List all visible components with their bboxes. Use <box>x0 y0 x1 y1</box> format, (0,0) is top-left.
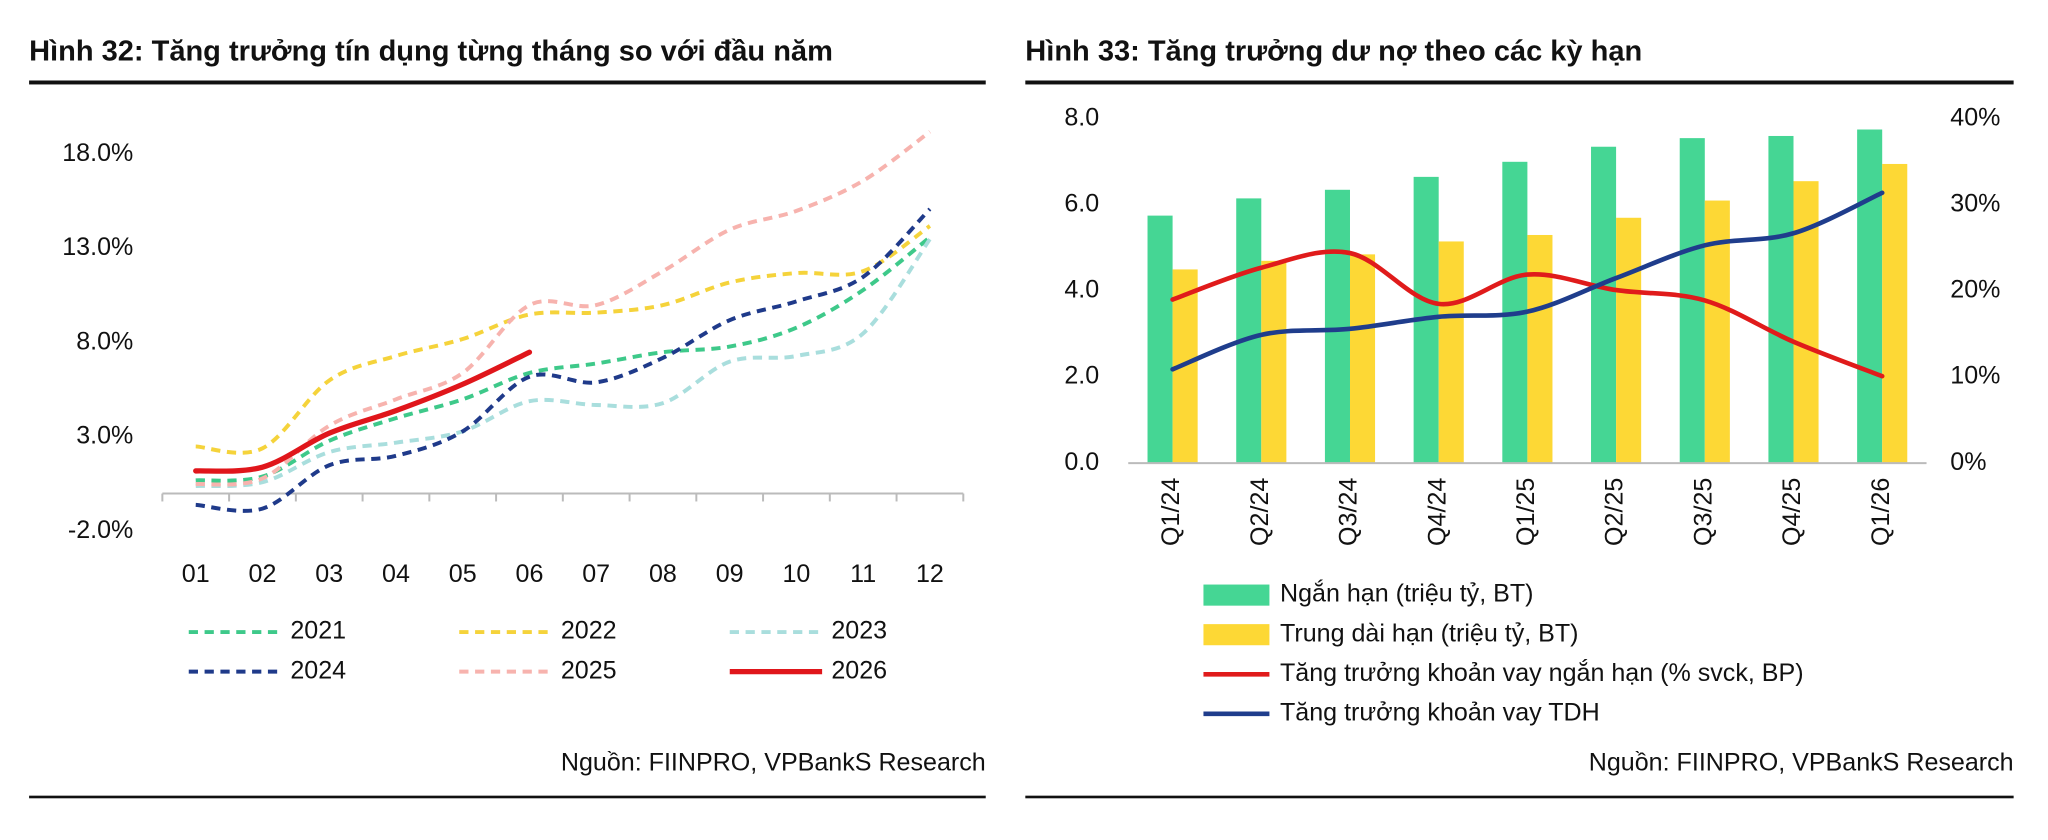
line-series <box>195 130 932 487</box>
title-rule <box>29 80 986 85</box>
y-tick-label: 13.0% <box>62 233 133 261</box>
bar <box>1236 198 1262 464</box>
x-tick-label: Q4/25 <box>1778 478 1806 546</box>
x-tick-label: 04 <box>382 560 410 588</box>
x-tick-label: Q1/24 <box>1157 478 1185 546</box>
x-tick-label: 05 <box>449 560 477 588</box>
x-tick-label: Q4/24 <box>1423 478 1451 546</box>
y2-tick-label: 10% <box>1950 362 2000 390</box>
y-tick-label: 0.0 <box>1064 448 1099 476</box>
y-tick-label: 8.0 <box>1064 103 1099 131</box>
bar <box>1324 189 1350 464</box>
x-tick-label: Q2/25 <box>1601 478 1629 546</box>
x-tick-label: Q2/24 <box>1246 478 1274 546</box>
x-tick-label: 01 <box>182 560 210 588</box>
line-series <box>193 349 533 474</box>
x-tick-label: Q3/25 <box>1689 478 1717 546</box>
legend-swatch <box>1203 624 1270 646</box>
legend-label: 2023 <box>831 617 887 645</box>
bar <box>1882 163 1908 464</box>
legend-label: 2026 <box>831 656 887 684</box>
legend-label: Tăng trưởng khoản vay TDH <box>1280 698 1600 726</box>
source: Nguồn: FIINPRO, VPBankS Research <box>1589 749 2014 777</box>
legend-label: Ngắn hạn (triệu tỷ, BT) <box>1280 579 1534 608</box>
y-tick-label: 6.0 <box>1064 189 1099 217</box>
x-tick-label: 02 <box>249 560 277 588</box>
y-tick-label: 8.0% <box>76 327 133 355</box>
x-tick-label: 07 <box>582 560 610 588</box>
legend-label: 2025 <box>561 656 617 684</box>
legend-label: Trung dài hạn (triệu tỷ, BT) <box>1280 619 1579 647</box>
bar <box>1857 129 1883 464</box>
legend-swatch <box>1203 584 1270 606</box>
chart-title: Hình 33: Tăng trưởng dư nợ theo các kỳ h… <box>1025 35 1642 67</box>
legend-label: 2022 <box>561 617 617 645</box>
bar <box>1349 254 1376 464</box>
line-series <box>195 224 932 455</box>
line-series <box>1170 190 1885 372</box>
title-rule <box>1025 80 2014 85</box>
y-tick-label: 3.0% <box>76 422 133 450</box>
bar <box>1438 241 1464 464</box>
bar <box>1591 146 1617 464</box>
x-tick-label: 11 <box>850 560 876 588</box>
bar <box>1616 217 1642 464</box>
bottom-rule <box>1025 795 2014 799</box>
line-series <box>195 207 932 513</box>
line-series <box>195 237 932 489</box>
x-tick-label: 10 <box>782 560 810 588</box>
y2-tick-label: 40% <box>1950 103 2000 131</box>
bar <box>1261 260 1287 464</box>
x-tick-label: 06 <box>516 560 544 588</box>
y-tick-label: 18.0% <box>62 139 133 167</box>
x-tick-label: Q1/26 <box>1867 478 1895 546</box>
bar <box>1768 135 1794 464</box>
source: Nguồn: FIINPRO, VPBankS Research <box>561 749 986 777</box>
legend-label: 2024 <box>290 656 346 684</box>
line-series <box>1170 249 1885 379</box>
y2-tick-label: 30% <box>1950 189 2000 217</box>
y2-tick-label: 20% <box>1950 276 2000 304</box>
legend-label: Tăng trưởng khoản vay ngắn hạn (% svck, … <box>1280 658 1804 687</box>
y-tick-label: 2.0 <box>1064 362 1099 390</box>
x-tick-label: 03 <box>315 560 343 588</box>
x-tick-label: 09 <box>716 560 744 588</box>
legend-label: 2021 <box>290 617 346 645</box>
y2-tick-label: 0% <box>1950 448 1986 476</box>
x-tick-label: Q1/25 <box>1512 478 1540 546</box>
x-tick-label: 12 <box>916 560 944 588</box>
bottom-rule <box>29 795 986 799</box>
chart-title: Hình 32: Tăng trưởng tín dụng từng tháng… <box>29 35 833 67</box>
line-series <box>195 235 932 483</box>
y-tick-label: 4.0 <box>1064 276 1099 304</box>
bar <box>1527 234 1553 464</box>
bar <box>1147 215 1173 464</box>
x-tick-label: Q3/24 <box>1335 478 1363 546</box>
x-tick-label: 08 <box>649 560 677 588</box>
y-tick-label: -2.0% <box>68 516 133 544</box>
